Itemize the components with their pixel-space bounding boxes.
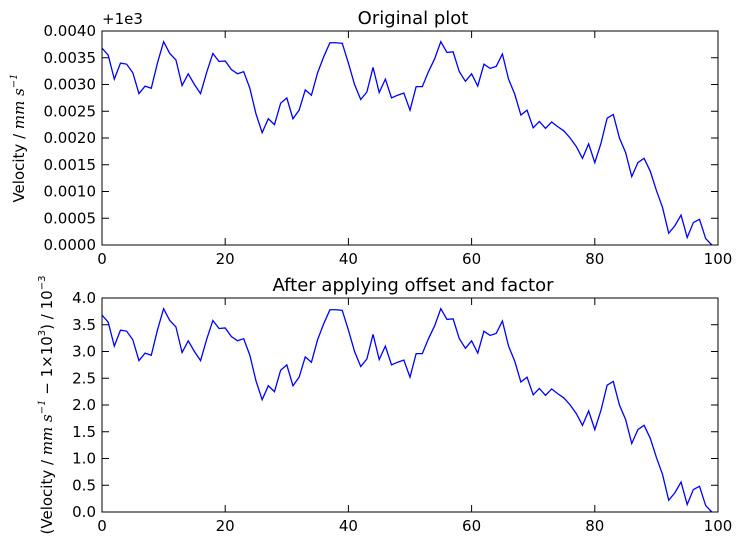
bottom-plot-ylabel-close: ) [38, 324, 56, 330]
bottom-plot-ylabel-factor-exp: −3 [37, 276, 48, 291]
bottom-plot-series-line [101, 306, 713, 513]
top-plot-y-tick-label: 0.0040 [44, 22, 97, 40]
bottom-plot-ylabel-open: ( [38, 529, 56, 535]
top-plot-y-tick-label: 0.0005 [44, 209, 97, 227]
bottom-plot-x-tick-label: 40 [339, 517, 358, 535]
top-plot-ylabel-unit: mm s [10, 88, 28, 129]
bottom-plot-ylabel-factor: / 10 [38, 290, 56, 324]
bottom-plot-x-ticks: 0 20 40 60 80 100 [97, 298, 732, 535]
top-plot-x-tick-label: 0 [97, 250, 107, 268]
bottom-plot-x-tick-label: 20 [216, 517, 235, 535]
top-plot-y-tick-label: 0.0020 [44, 129, 97, 147]
top-plot-ylabel: Velocity / mm s−1 [9, 73, 28, 202]
bottom-plot-y-tick-label: 0.0 [72, 503, 96, 521]
bottom-plot-y-tick-label: 1.0 [72, 450, 96, 468]
bottom-plot-ylabel-unit: mm s [38, 414, 56, 455]
bottom-plot-x-tick-label: 80 [585, 517, 604, 535]
bottom-plot-ylabel-text: Velocity [38, 470, 56, 529]
top-plot-x-tick-label: 60 [462, 250, 481, 268]
top-plot-ylabel-unit-exp: −1 [9, 73, 20, 88]
bottom-plot-ylabel-minus: − 1×10 [38, 336, 56, 399]
bottom-plot-x-tick-label: 60 [462, 517, 481, 535]
top-plot: Original plot +1e3 Velocity / mm s−1 0.0… [9, 8, 732, 268]
top-plot-y-ticks: 0.0000 0.0005 0.0010 0.0015 0.0020 0.0025 0.00… [44, 22, 718, 254]
bottom-plot-y-tick-label: 3.5 [72, 316, 96, 334]
bottom-plot-x-tick-label: 0 [97, 517, 107, 535]
top-plot-y-tick-label: 0.0025 [44, 102, 97, 120]
top-plot-ylabel-text: Velocity [10, 144, 28, 203]
top-plot-x-tick-label: 80 [585, 250, 604, 268]
bottom-plot-title: After applying offset and factor [272, 275, 554, 296]
top-plot-x-ticks: 0 20 40 60 80 100 [97, 31, 732, 268]
bottom-plot-y-tick-label: 1.5 [72, 423, 96, 441]
top-plot-axes-frame [101, 30, 719, 246]
bottom-plot-y-tick-label: 4.0 [72, 289, 96, 307]
top-plot-y-tick-label: 0.0010 [44, 183, 97, 201]
top-plot-ylabel-sep: / [10, 129, 28, 144]
bottom-plot: After applying offset and factor (Veloci… [37, 275, 732, 535]
bottom-plot-y-tick-label: 2.0 [72, 396, 96, 414]
bottom-plot-y-tick-label: 0.5 [72, 476, 96, 494]
top-plot-y-tick-label: 0.0000 [44, 236, 97, 254]
bottom-plot-y-tick-label: 2.5 [72, 369, 96, 387]
top-plot-x-tick-label: 40 [339, 250, 358, 268]
bottom-plot-y-ticks: 0.0 0.5 1.0 1.5 2.0 2.5 3.0 3.5 4.0 [72, 289, 718, 521]
bottom-plot-y-tick-label: 3.0 [72, 343, 96, 361]
top-plot-x-tick-label: 100 [704, 250, 733, 268]
top-plot-x-tick-label: 20 [216, 250, 235, 268]
bottom-plot-ylabel-minus-exp: 3 [37, 330, 48, 336]
bottom-plot-ylabel-unit-exp: −1 [37, 400, 48, 415]
bottom-plot-ylabel: (Velocity / mm s−1 − 1×103) / 10−3 [37, 276, 56, 535]
bottom-plot-ylabel-sep: / [38, 455, 56, 470]
top-plot-series-line [101, 39, 713, 246]
top-plot-title: Original plot [358, 8, 469, 29]
bottom-plot-x-tick-label: 100 [704, 517, 733, 535]
bottom-plot-axes-frame [101, 297, 719, 513]
top-plot-y-tick-label: 0.0030 [44, 76, 97, 94]
top-plot-y-tick-label: 0.0035 [44, 49, 97, 67]
top-plot-offset-text: +1e3 [102, 10, 143, 28]
top-plot-y-tick-label: 0.0015 [44, 156, 97, 174]
